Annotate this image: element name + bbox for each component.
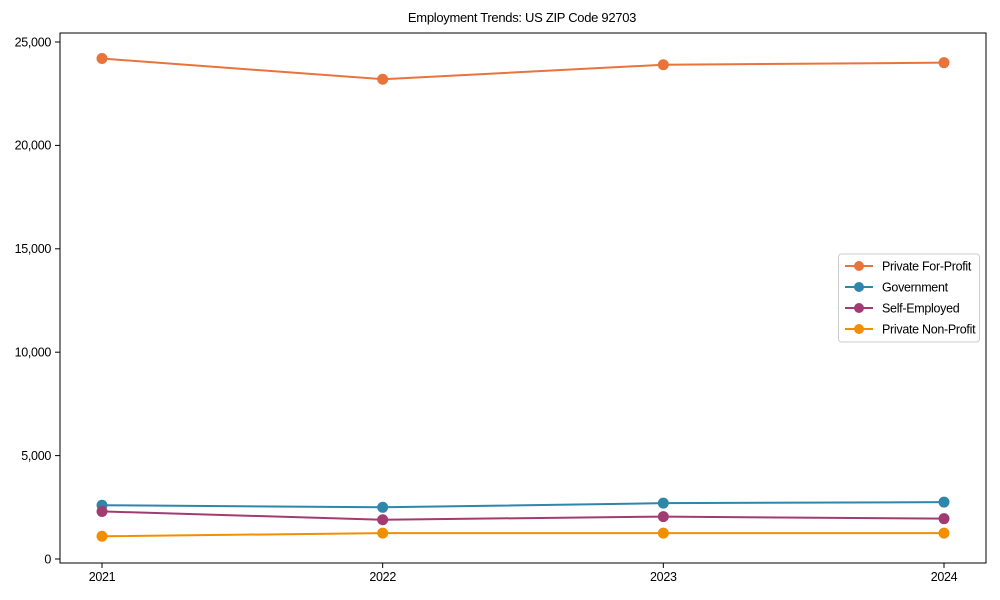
legend-marker-dot (854, 303, 864, 313)
legend-label: Private For-Profit (882, 259, 972, 273)
y-tick-label: 0 (44, 552, 51, 566)
data-point-marker (377, 73, 389, 85)
y-tick-label: 5,000 (21, 449, 51, 463)
series-private-non-profit (96, 527, 950, 542)
y-tick-label: 20,000 (15, 139, 52, 153)
data-point-marker (938, 496, 950, 508)
legend-marker-dot (854, 282, 864, 292)
x-axis: 2021 2022 2023 2024 (89, 563, 958, 584)
series-government (96, 496, 950, 513)
legend-label: Private Non-Profit (882, 322, 976, 336)
data-point-marker (377, 514, 389, 526)
legend-marker-dot (854, 324, 864, 334)
series-private-for-profit (96, 53, 950, 85)
data-point-marker (657, 511, 669, 523)
x-tick-label: 2022 (369, 570, 396, 584)
legend-label: Self-Employed (882, 301, 960, 315)
data-point-marker (96, 505, 108, 517)
y-tick-label: 25,000 (15, 35, 52, 49)
data-point-marker (938, 57, 950, 69)
series-line (101, 510, 945, 521)
data-point-marker (938, 513, 950, 525)
data-point-marker (377, 501, 389, 513)
y-tick-label: 15,000 (15, 242, 52, 256)
series-line (101, 57, 945, 81)
data-point-marker (657, 497, 669, 509)
x-tick-label: 2024 (931, 570, 958, 584)
data-point-marker (938, 527, 950, 539)
series-self-employed (96, 505, 950, 526)
legend: Private For-Profit Government Self-Employe… (838, 253, 980, 343)
series-line (101, 501, 945, 509)
chart-title: Employment Trends: US ZIP Code 92703 (408, 10, 636, 25)
legend-box (838, 253, 980, 343)
data-point-marker (657, 527, 669, 539)
x-tick-label: 2023 (650, 570, 677, 584)
y-axis: 0 5,000 10,000 15,000 20,000 25,000 (15, 35, 60, 566)
series-line (101, 532, 944, 538)
legend-marker-dot (854, 261, 864, 271)
data-point-marker (96, 530, 108, 542)
legend-label: Government (882, 280, 949, 294)
plot-frame (59, 32, 987, 564)
data-point-marker (657, 59, 669, 71)
data-point-marker (377, 527, 389, 539)
x-tick-label: 2021 (89, 570, 116, 584)
data-point-marker (96, 53, 108, 65)
y-tick-label: 10,000 (15, 346, 52, 360)
